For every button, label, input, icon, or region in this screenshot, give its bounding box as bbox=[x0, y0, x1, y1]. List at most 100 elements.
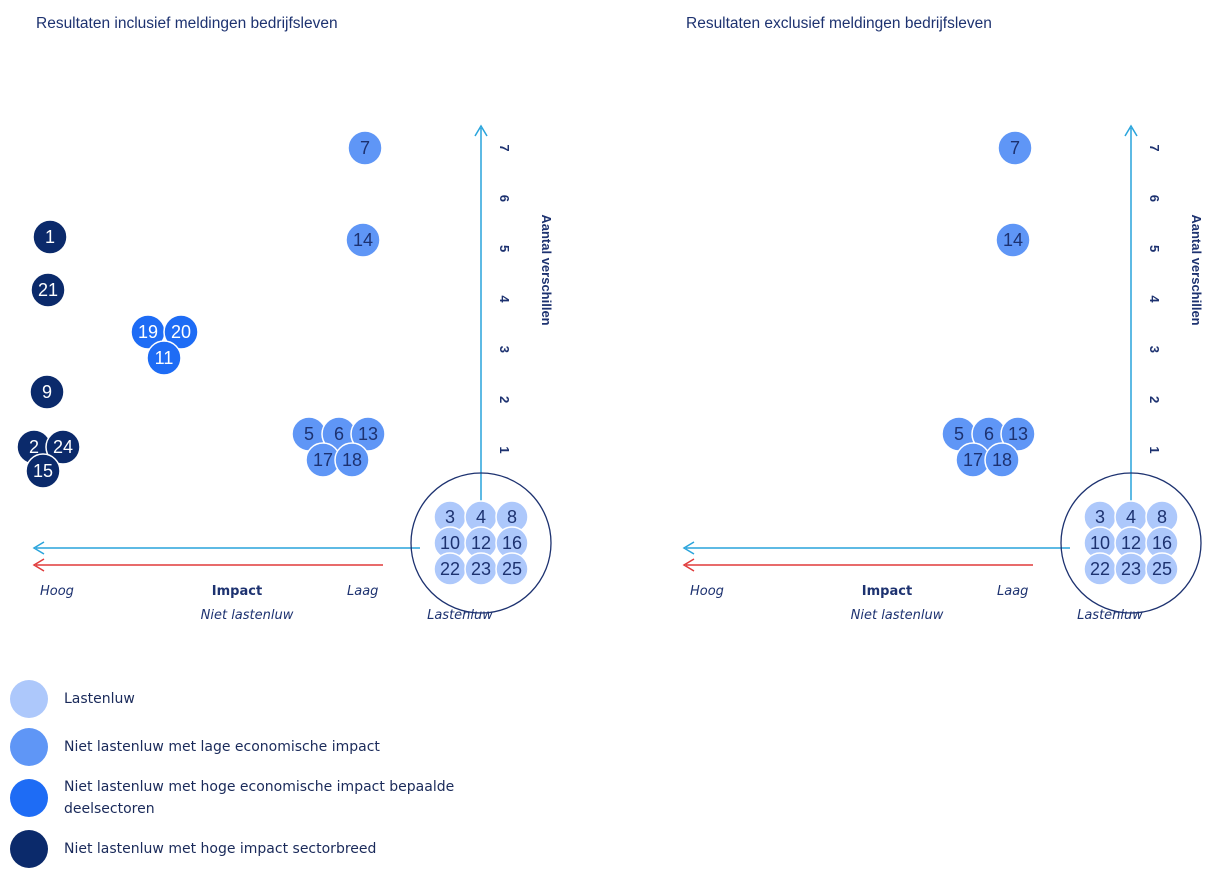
bubble-14-circle bbox=[995, 222, 1031, 258]
bubble-18: 18 bbox=[984, 442, 1020, 478]
legend-item-lastenluw: Lastenluw bbox=[10, 680, 610, 718]
bubble-19-label: 19 bbox=[138, 322, 158, 342]
bubble-1-label: 1 bbox=[45, 227, 55, 247]
bubble-17: 17 bbox=[305, 442, 341, 478]
y-tick-label: 4 bbox=[497, 295, 512, 303]
bubble-15: 15 bbox=[25, 453, 61, 489]
bubble-24: 24 bbox=[45, 429, 81, 465]
y-tick-label: 7 bbox=[497, 144, 512, 151]
x-high-label: Hoog bbox=[40, 584, 74, 599]
bubble-18-label: 18 bbox=[992, 450, 1012, 470]
bubble-13-circle bbox=[1000, 416, 1036, 452]
bubble-18-circle bbox=[334, 442, 370, 478]
y-tick-label: 3 bbox=[497, 346, 512, 353]
bubble-11-label: 11 bbox=[155, 348, 174, 368]
bubble-5-label: 5 bbox=[954, 424, 964, 444]
bubble-15-circle bbox=[25, 453, 61, 489]
bubble-25-label: 25 bbox=[502, 559, 522, 579]
x-high-label: Hoog bbox=[690, 584, 724, 599]
legend-label: Lastenluw bbox=[64, 691, 135, 707]
bubble-13-circle bbox=[350, 416, 386, 452]
bubble-18: 18 bbox=[334, 442, 370, 478]
x-axis-label: Impact bbox=[212, 584, 262, 599]
bubble-13-label: 13 bbox=[358, 424, 378, 444]
bubble-13-label: 13 bbox=[1008, 424, 1028, 444]
bubble-6-label: 6 bbox=[984, 424, 994, 444]
legend-swatch-hoog-breed bbox=[10, 830, 48, 868]
x-low-label: Laag bbox=[997, 584, 1028, 599]
bubble-24-label: 24 bbox=[53, 437, 73, 457]
bubble-8: 8 bbox=[1145, 500, 1179, 534]
bubble-25: 25 bbox=[1145, 552, 1179, 586]
x-axis-label: Impact bbox=[862, 584, 912, 599]
bubble-14: 14 bbox=[345, 222, 381, 258]
bubble-20-label: 20 bbox=[171, 322, 191, 342]
legend: Lastenluw Niet lastenluw met lage econom… bbox=[10, 680, 610, 878]
bubble-9-circle bbox=[29, 374, 65, 410]
y-tick-label: 1 bbox=[497, 446, 512, 453]
bubble-23: 23 bbox=[464, 552, 498, 586]
bubble-14-circle bbox=[345, 222, 381, 258]
bubble-16: 16 bbox=[495, 526, 529, 560]
bubble-11: 11 bbox=[146, 340, 182, 376]
bubble-10-label: 10 bbox=[440, 533, 460, 553]
y-axis-label: Aantal verschillen bbox=[539, 214, 554, 325]
y-tick-label: 5 bbox=[497, 245, 512, 252]
bubble-7-label: 7 bbox=[1010, 138, 1020, 158]
bubble-22: 22 bbox=[433, 552, 467, 586]
bubble-11-circle bbox=[146, 340, 182, 376]
bubble-21-label: 21 bbox=[38, 280, 58, 300]
chart-panel-1: Resultaten inclusief meldingen bedrijfsl… bbox=[16, 15, 554, 623]
bubble-10-label: 10 bbox=[1090, 533, 1110, 553]
bubble-12-label: 12 bbox=[1121, 533, 1141, 553]
legend-swatch-lastenluw bbox=[10, 680, 48, 718]
legend-swatch-hoog-deel bbox=[10, 779, 48, 817]
lastenluw-label: Lastenluw bbox=[427, 608, 493, 623]
bubble-2-label: 2 bbox=[29, 437, 39, 457]
bubble-7-circle bbox=[997, 130, 1033, 166]
bubble-14: 14 bbox=[995, 222, 1031, 258]
bubble-15-label: 15 bbox=[33, 461, 53, 481]
bubble-18-label: 18 bbox=[342, 450, 362, 470]
y-tick-label: 6 bbox=[497, 195, 512, 202]
bubble-16-label: 16 bbox=[1152, 533, 1172, 553]
y-tick-label: 6 bbox=[1147, 195, 1162, 202]
bubble-23: 23 bbox=[1114, 552, 1148, 586]
legend-label: Niet lastenluw met lage economische impa… bbox=[64, 739, 380, 755]
y-tick-label: 1 bbox=[1147, 446, 1162, 453]
y-tick-label: 3 bbox=[1147, 346, 1162, 353]
bubble-22: 22 bbox=[1083, 552, 1117, 586]
legend-item-hoog-breed: Niet lastenluw met hoge impact sectorbre… bbox=[10, 830, 610, 868]
bubble-25-circle bbox=[1145, 552, 1179, 586]
lastenluw-cluster-outline bbox=[1060, 472, 1202, 614]
bubble-17-label: 17 bbox=[963, 450, 983, 470]
y-tick-label: 2 bbox=[497, 396, 512, 403]
y-tick-label: 5 bbox=[1147, 245, 1162, 252]
bubble-8-label: 8 bbox=[1157, 507, 1167, 527]
bubble-13: 13 bbox=[350, 416, 386, 452]
x-sublabel: Niet lastenluw bbox=[201, 608, 294, 623]
bubble-14-label: 14 bbox=[1003, 230, 1023, 250]
bubble-17: 17 bbox=[955, 442, 991, 478]
bubble-1-circle bbox=[32, 219, 68, 255]
bubble-3-label: 3 bbox=[445, 507, 455, 527]
bubble-4-label: 4 bbox=[1126, 507, 1136, 527]
x-low-label: Laag bbox=[347, 584, 378, 599]
legend-item-hoog-deel: Niet lastenluw met hoge economische impa… bbox=[10, 776, 610, 820]
bubble-25-circle bbox=[495, 552, 529, 586]
x-sublabel: Niet lastenluw bbox=[851, 608, 944, 623]
bubble-7-label: 7 bbox=[360, 138, 370, 158]
legend-item-laag: Niet lastenluw met lage economische impa… bbox=[10, 728, 610, 766]
bubble-23-label: 23 bbox=[471, 559, 491, 579]
lastenluw-label: Lastenluw bbox=[1077, 608, 1143, 623]
bubble-13: 13 bbox=[1000, 416, 1036, 452]
legend-label: Niet lastenluw met hoge economische impa… bbox=[64, 779, 455, 817]
bubble-18-circle bbox=[984, 442, 1020, 478]
bubble-7: 7 bbox=[347, 130, 383, 166]
bubble-9-label: 9 bbox=[42, 382, 52, 402]
bubble-7: 7 bbox=[997, 130, 1033, 166]
bubble-8-label: 8 bbox=[507, 507, 517, 527]
bubble-20-circle bbox=[163, 314, 199, 350]
chart-title: Resultaten inclusief meldingen bedrijfsl… bbox=[36, 15, 338, 32]
